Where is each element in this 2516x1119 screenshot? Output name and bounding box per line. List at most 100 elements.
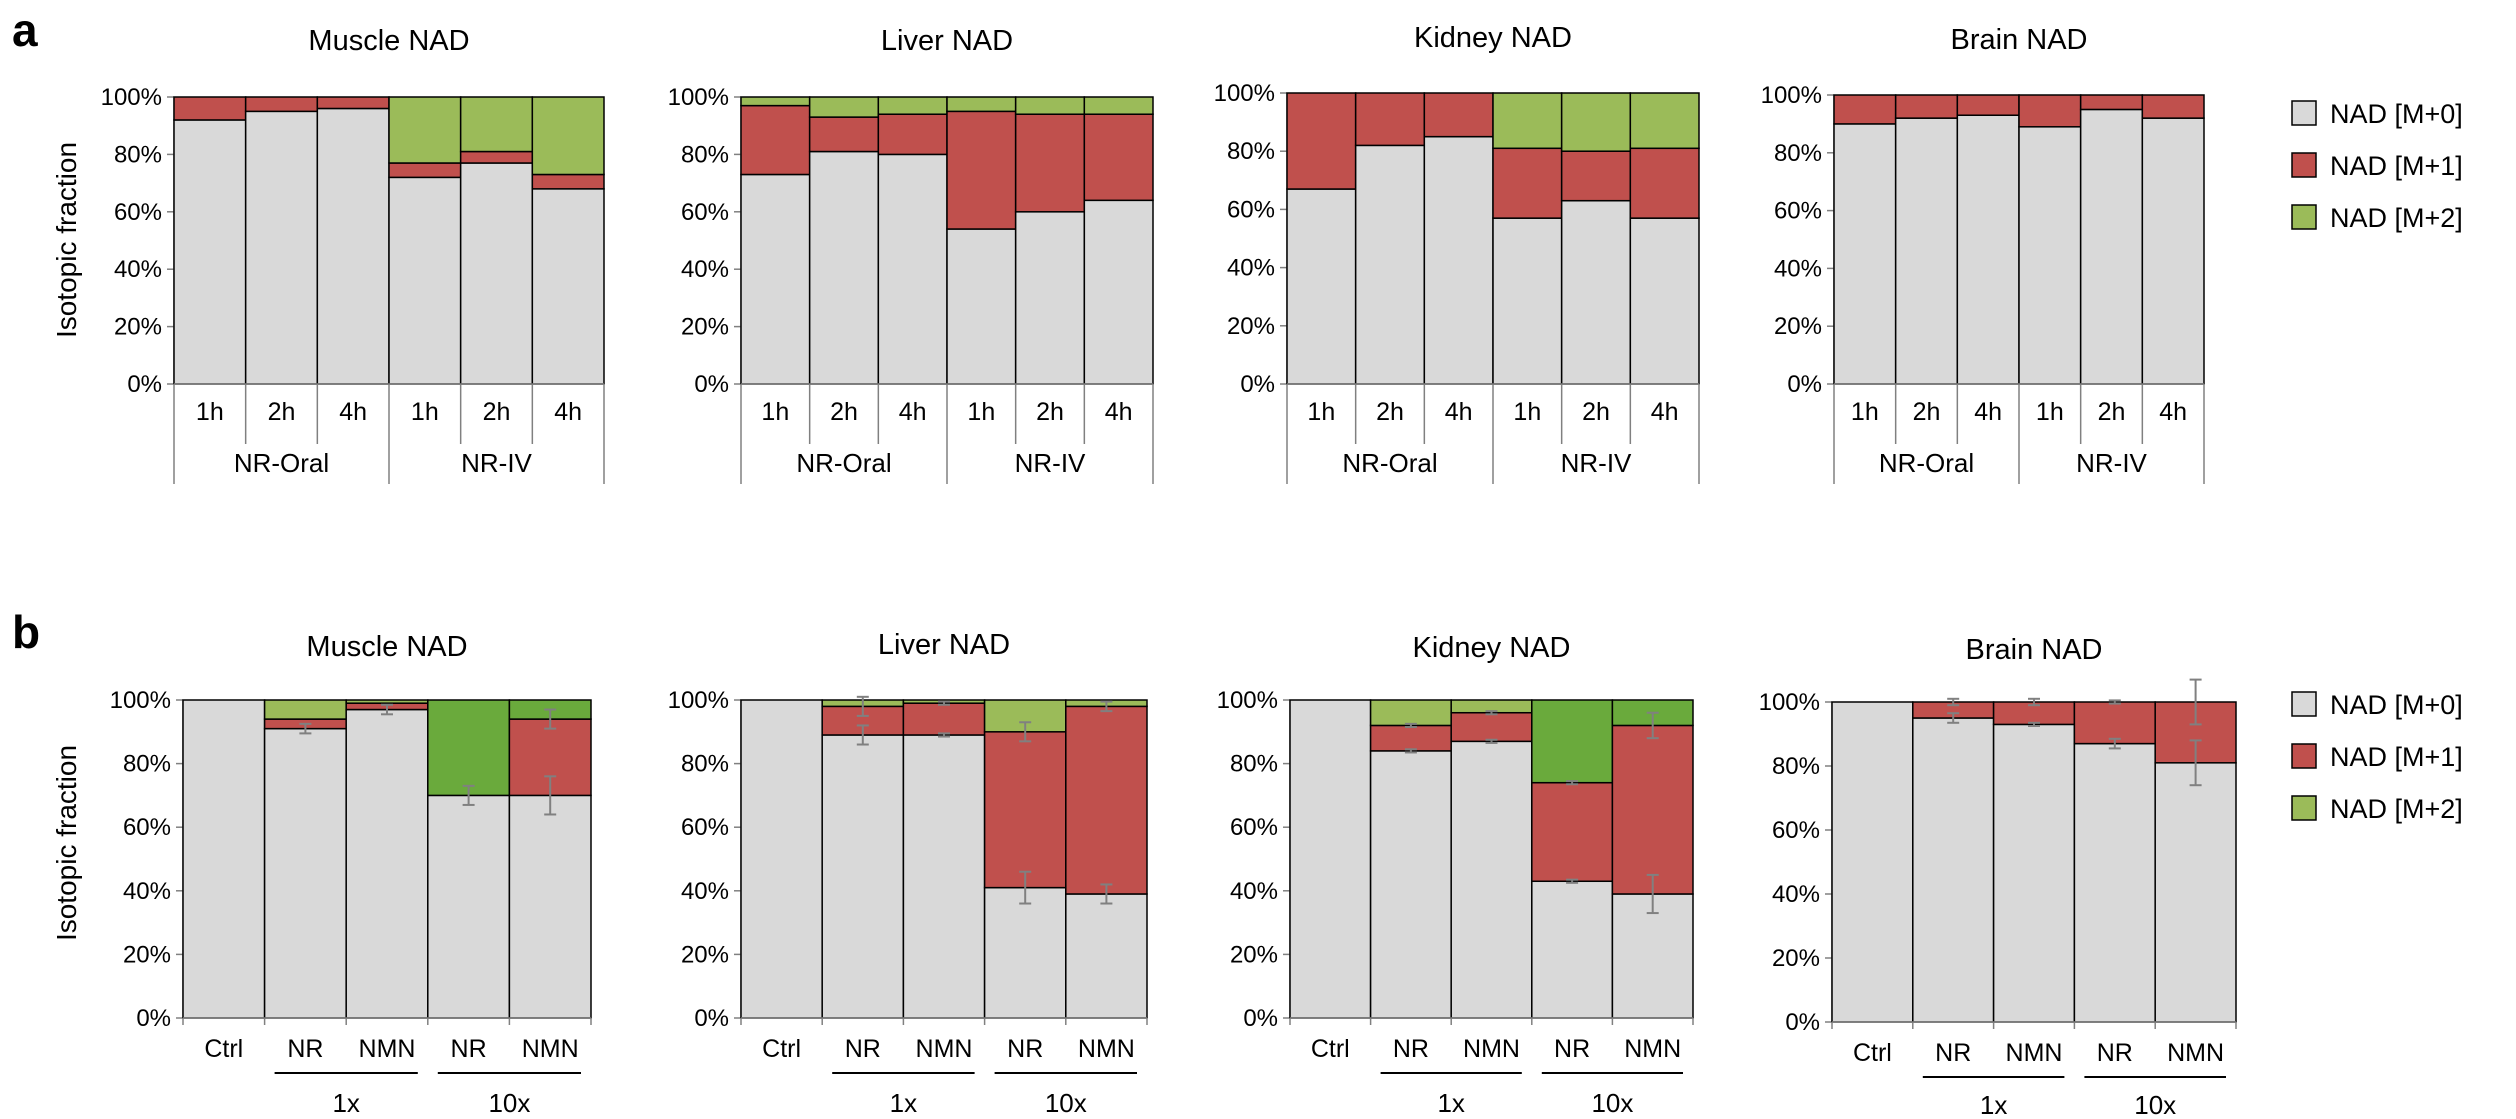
bar-segment (983, 886, 1067, 1019)
x-tick-label: 1h (1307, 398, 1335, 426)
bar-segment (2141, 94, 2205, 119)
x-tick-label: NMN (1463, 1035, 1520, 1063)
bar-segment (1369, 724, 1452, 752)
x-tick-label: 4h (2159, 398, 2187, 426)
bar-segment (1560, 150, 1632, 202)
x-tick-label: 1h (2036, 398, 2064, 426)
y-tick-label: 60% (1772, 817, 1820, 844)
y-tick-label: 100% (110, 687, 171, 714)
legend-swatch (2291, 100, 2317, 126)
bar-segment (1289, 699, 1372, 1019)
bar-segment (902, 702, 986, 736)
bar-segment (459, 96, 534, 153)
y-tick-label: 20% (1774, 313, 1822, 340)
bar-segment (1369, 750, 1452, 1019)
y-tick-label: 0% (1787, 371, 1822, 398)
y-tick-label: 80% (681, 751, 729, 778)
x-tick-label: NMN (1078, 1035, 1135, 1063)
y-tick-label: 20% (681, 314, 729, 341)
bar-segment (1912, 717, 1995, 1023)
bar-segment (2018, 126, 2082, 385)
bar-segment (427, 699, 511, 797)
bar-segment (1894, 117, 1959, 385)
y-tick-label: 40% (1772, 881, 1820, 908)
legend-swatch (2291, 152, 2317, 178)
bar-segment (531, 173, 605, 190)
x-tick-label: NR (287, 1035, 323, 1063)
x-tick-label: NR (2097, 1039, 2133, 1067)
y-tick-label: 0% (694, 1005, 729, 1032)
bar-segment (508, 794, 592, 1019)
y-tick-label: 80% (123, 751, 171, 778)
y-tick-label: 40% (123, 878, 171, 905)
x-tick-label: 1h (411, 398, 439, 426)
x-tick-label: Ctrl (1311, 1035, 1350, 1063)
chart-title: Kidney NAD (1414, 22, 1572, 54)
bar-segment (345, 699, 429, 704)
x-tick-label: NR (845, 1035, 881, 1063)
bar-segment (821, 734, 905, 1019)
bar-segment (1956, 114, 2020, 385)
x-group-label: NR-Oral (234, 448, 329, 478)
chart-2: Kidney NAD 0% 20% 40% 60% 80% 100% 1h 2h 4h 1h 2h 4h… (1214, 22, 1700, 484)
bar-segment (1354, 144, 1426, 385)
y-axis-label-a: Isotopic fraction (51, 142, 82, 338)
bar-segment (263, 727, 347, 1019)
y-tick-label: 80% (1774, 140, 1822, 167)
y-tick-label: 60% (1227, 196, 1275, 223)
bar-segment (316, 107, 390, 385)
bar-segment (1423, 135, 1494, 385)
bar-segment (1992, 723, 2076, 1023)
chart-6: Kidney NAD 0% 20% 40% 60% 80% 100% Ctrl NR NMN NR N… (1217, 632, 1694, 1118)
bar-segment (173, 96, 247, 121)
legend-label: NAD [M+0] (2330, 690, 2463, 720)
x-tick-label: NMN (359, 1035, 416, 1063)
bar-segment (1833, 123, 1897, 385)
bar-segment (1611, 724, 1694, 895)
x-group-label: 10x (1045, 1088, 1087, 1118)
chart-title: Kidney NAD (1413, 632, 1571, 664)
bar-segment (1354, 92, 1426, 147)
x-tick-label: 2h (2098, 398, 2126, 426)
bar-segment (182, 699, 266, 1019)
bar-segment (388, 96, 462, 164)
bar-segment (1492, 92, 1563, 150)
y-tick-label: 20% (1772, 945, 1820, 972)
legend-swatch (2291, 743, 2317, 769)
chart-1: Liver NAD 0% 20% 40% 60% 80% 100% 1h 2h 4h 1h 2h 4h N… (668, 25, 1154, 484)
x-group-label: 1x (890, 1088, 917, 1118)
x-group-label: 10x (2134, 1090, 2176, 1119)
y-tick-label: 20% (1227, 313, 1275, 340)
y-tick-label: 100% (668, 687, 729, 714)
legend-label: NAD [M+0] (2330, 99, 2463, 129)
x-group-label: 10x (1591, 1088, 1633, 1118)
bar-segment (983, 731, 1067, 889)
x-group-label: NR-IV (1015, 448, 1086, 478)
y-tick-label: 100% (1759, 689, 1820, 716)
bar-segment (740, 173, 811, 385)
x-tick-label: 4h (1651, 398, 1679, 426)
bar-segment (2079, 108, 2144, 385)
legends-layer: NAD [M+0]NAD [M+1]NAD [M+2]NAD [M+0]NAD … (2291, 99, 2463, 824)
y-tick-label: 100% (1217, 687, 1278, 714)
y-tick-label: 20% (114, 314, 162, 341)
x-tick-label: 1h (761, 398, 789, 426)
bar-segment (316, 96, 390, 110)
x-tick-label: Ctrl (762, 1035, 801, 1063)
bar-segment (2073, 742, 2156, 1023)
y-tick-label: 0% (694, 371, 729, 398)
chart-title: Muscle NAD (308, 25, 469, 57)
x-tick-label: NMN (2167, 1039, 2224, 1067)
x-tick-label: 4h (339, 398, 367, 426)
x-tick-label: 2h (483, 398, 511, 426)
bar-segment (1286, 92, 1357, 190)
bar-segment (1492, 217, 1563, 385)
y-tick-label: 60% (1230, 814, 1278, 841)
bar-segment (1065, 705, 1148, 895)
x-tick-label: 2h (1913, 398, 1941, 426)
y-tick-label: 100% (1761, 82, 1822, 109)
x-group-label: NR-Oral (796, 448, 891, 478)
chart-title: Brain NAD (1951, 24, 2088, 56)
bar-segment (740, 104, 811, 176)
y-tick-label: 100% (101, 84, 162, 111)
